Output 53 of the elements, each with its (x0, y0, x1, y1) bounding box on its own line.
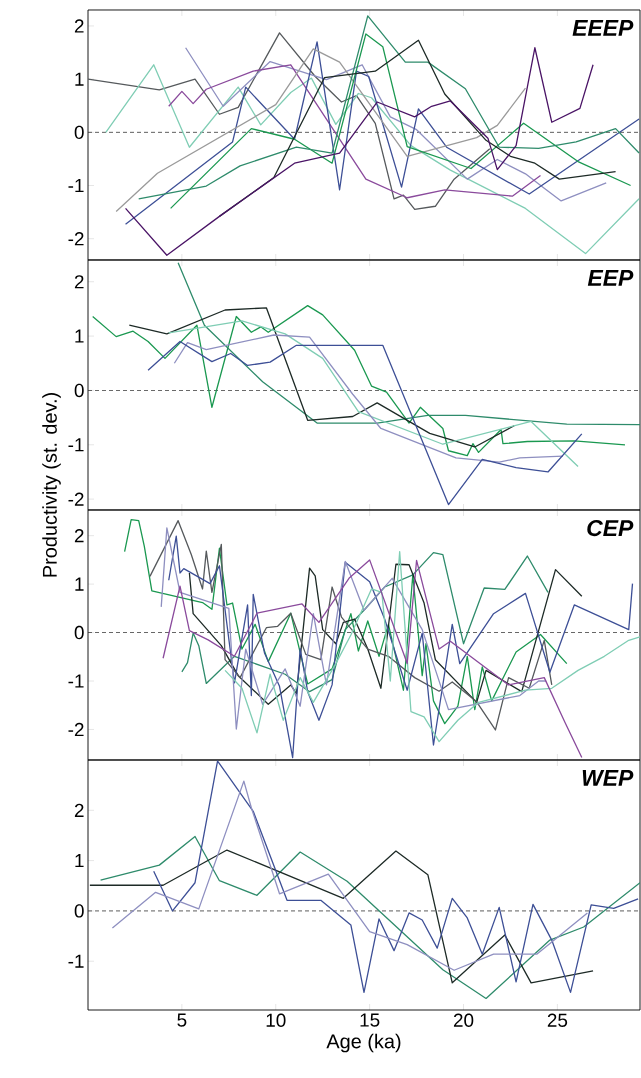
y-tick-label: 2 (74, 529, 84, 543)
x-tick-label: 5 (177, 1013, 187, 1027)
x-tick-label: 10 (266, 1013, 286, 1027)
y-tick-label: -1 (68, 954, 84, 968)
line-series (105, 64, 640, 255)
line-series (218, 39, 617, 218)
line-series (188, 563, 583, 705)
line-series (99, 835, 640, 1000)
line-series (124, 41, 640, 225)
x-tick-label: 25 (547, 1013, 568, 1027)
line-series (184, 47, 607, 202)
y-tick-label: -1 (68, 438, 84, 452)
y-tick-label: 0 (74, 904, 84, 918)
line-series (168, 64, 542, 199)
y-tick-label: 0 (74, 383, 84, 398)
line-series (88, 32, 491, 211)
line-series (138, 15, 640, 200)
y-tick-label: -2 (68, 722, 84, 737)
y-tick-label: 0 (74, 625, 84, 640)
y-tick-label: 2 (74, 803, 84, 817)
chart-title: EEP (587, 269, 634, 286)
y-tick-label: 2 (74, 19, 84, 33)
line-series (89, 849, 594, 984)
y-tick-label: -1 (68, 179, 84, 193)
y-axis-title: Productivity (st. dev.) (42, 393, 61, 577)
line-series (177, 262, 640, 426)
chart-title: WEP (582, 769, 634, 786)
y-tick-label: -2 (68, 232, 84, 246)
y-tick-label: 1 (75, 854, 84, 868)
x-tick-label: 20 (453, 1013, 474, 1027)
y-tick-label: -2 (68, 492, 84, 506)
y-tick-label: 2 (74, 275, 84, 289)
x-axis-title: Age (ka) (326, 1033, 401, 1053)
line-series (162, 559, 583, 759)
line-series (173, 334, 564, 463)
line-series (153, 760, 639, 994)
line-series (92, 305, 626, 457)
x-tick-label: 15 (360, 1013, 380, 1027)
chart-title: EEEP (572, 19, 634, 36)
line-series (147, 340, 583, 506)
line-series (168, 535, 634, 759)
line-series (124, 47, 594, 256)
y-tick-label: 1 (75, 329, 84, 343)
y-tick-label: -1 (68, 674, 84, 688)
line-series (181, 551, 549, 693)
line-series (115, 48, 527, 213)
line-series (168, 320, 579, 468)
chart-title: CEP (587, 519, 634, 537)
line-series (224, 551, 640, 743)
y-tick-label: 1 (75, 72, 84, 86)
line-series (128, 307, 515, 448)
y-tick-label: 1 (75, 577, 84, 591)
y-tick-label: 0 (74, 125, 84, 140)
